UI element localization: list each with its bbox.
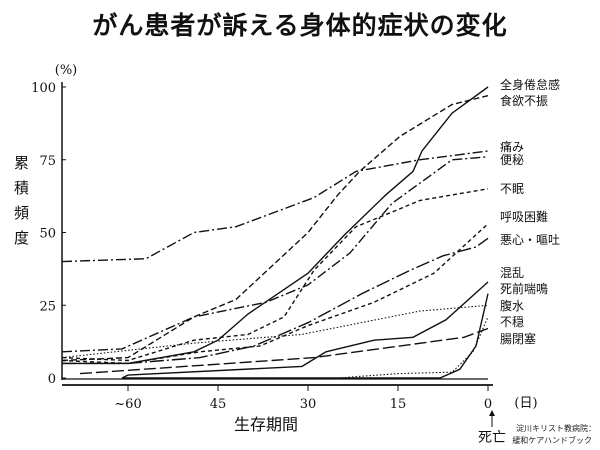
x-tick-label: 45 xyxy=(210,397,227,412)
x-unit: (日) xyxy=(514,396,537,411)
series-label: 腸閉塞 xyxy=(500,331,536,346)
series-line xyxy=(337,316,489,379)
series-line xyxy=(79,327,489,375)
series-label: 腹水 xyxy=(500,299,524,313)
source-line-2: 緩和ケアハンドブック xyxy=(512,435,592,445)
y-axis-label: 累積頻度 xyxy=(12,155,30,255)
series-label: 不眠 xyxy=(500,182,524,196)
series-label: 食欲不振 xyxy=(500,93,548,108)
series-line xyxy=(122,293,489,379)
series-line xyxy=(62,237,489,365)
series-line xyxy=(61,95,489,362)
series-label: 不穏 xyxy=(500,315,524,329)
source-line-1: 淀川キリスト教病院： xyxy=(516,423,596,433)
series-label: 便秘 xyxy=(500,153,524,167)
y-unit: (%) xyxy=(55,63,78,78)
x-tick-label: 15 xyxy=(390,397,407,412)
series-line xyxy=(62,86,489,365)
x-tick-label: 0 xyxy=(484,397,492,412)
series-line xyxy=(61,150,489,263)
y-tick-label: 50 xyxy=(39,227,56,242)
series-label: 全身倦怠感 xyxy=(500,77,560,92)
x-tick-label: ~60 xyxy=(114,397,141,412)
series-label: 呼吸困難 xyxy=(500,209,548,224)
death-annotation: 死亡 xyxy=(478,430,506,446)
x-tick-label: 30 xyxy=(300,397,317,412)
x-axis-label: 生存期間 xyxy=(234,415,298,434)
y-tick-label: 0 xyxy=(48,372,56,387)
axes: 0 25 50 75 100 ~60 45 30 15 0 xyxy=(31,81,493,412)
y-tick-label: 25 xyxy=(39,299,56,314)
series-line xyxy=(121,281,489,379)
series-label: 痛み xyxy=(500,139,524,154)
chart-title: がん患者が訴える身体的症状の変化 xyxy=(92,11,508,40)
series-label: 悪心・嘔吐 xyxy=(500,233,560,247)
series-lines xyxy=(61,86,489,379)
y-tick-label: 75 xyxy=(39,154,56,169)
series-label: 混乱 xyxy=(500,266,524,280)
series-line xyxy=(61,156,489,353)
y-tick-label: 100 xyxy=(31,81,56,96)
arrow-up-icon xyxy=(489,410,495,427)
series-line xyxy=(61,223,489,365)
series-line xyxy=(61,304,489,359)
series-label: 死前喘鳴 xyxy=(500,281,548,296)
series-line xyxy=(61,188,489,362)
